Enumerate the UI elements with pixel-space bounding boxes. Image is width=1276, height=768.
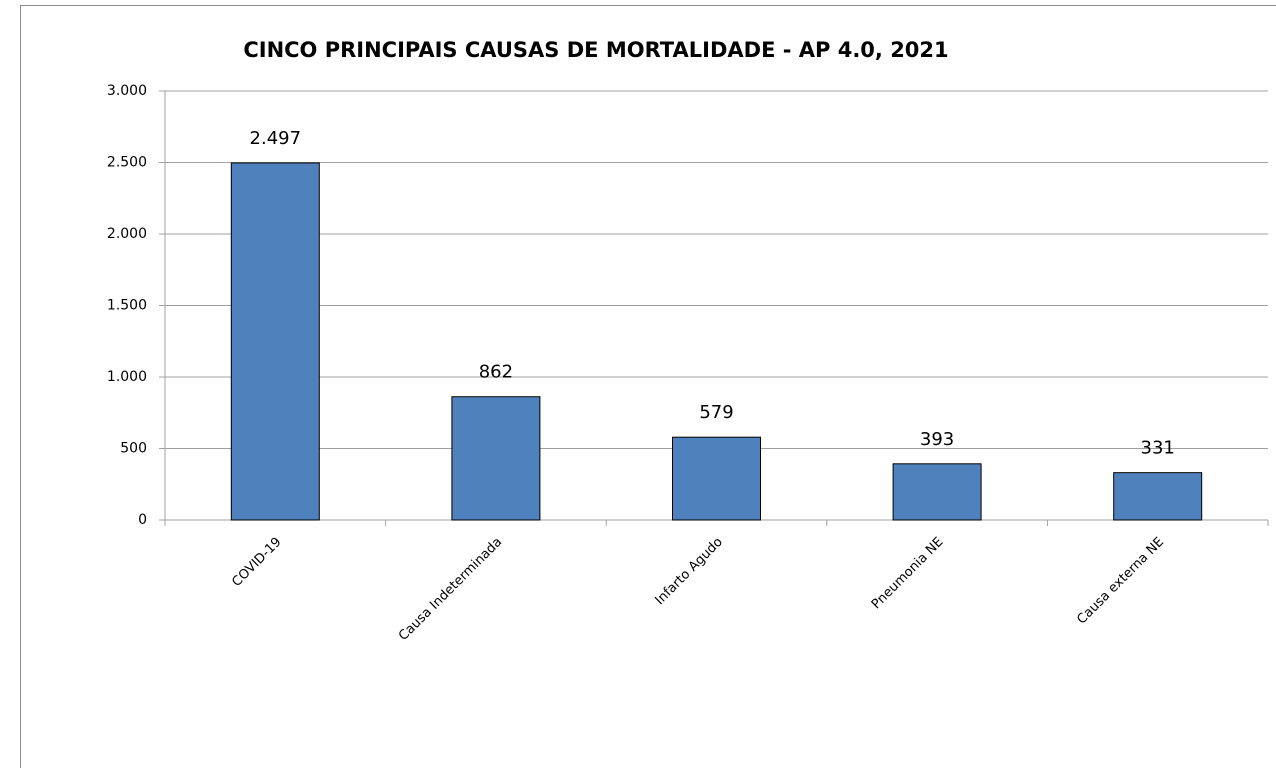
bar [1113,472,1203,521]
chart-frame [20,5,1276,768]
y-tick-label: 500 [120,441,147,457]
data-label: 2.497 [250,128,302,149]
bar [230,162,320,521]
bar [672,436,761,521]
chart-title: CINCO PRINCIPAIS CAUSAS DE MORTALIDADE -… [243,38,948,62]
y-tick-label: 2.000 [107,226,147,242]
y-tick-label: 1.500 [107,298,147,314]
data-label: 862 [479,362,513,383]
y-tick-label: 0 [138,512,147,528]
y-tick-label: 3.000 [107,83,147,99]
y-tick-label: 1.000 [107,369,147,385]
y-tick-label: 2.500 [107,155,147,171]
data-label: 579 [699,402,733,423]
bar [451,396,541,521]
bar [892,463,982,521]
data-label: 331 [1141,438,1175,459]
data-label: 393 [920,429,954,450]
